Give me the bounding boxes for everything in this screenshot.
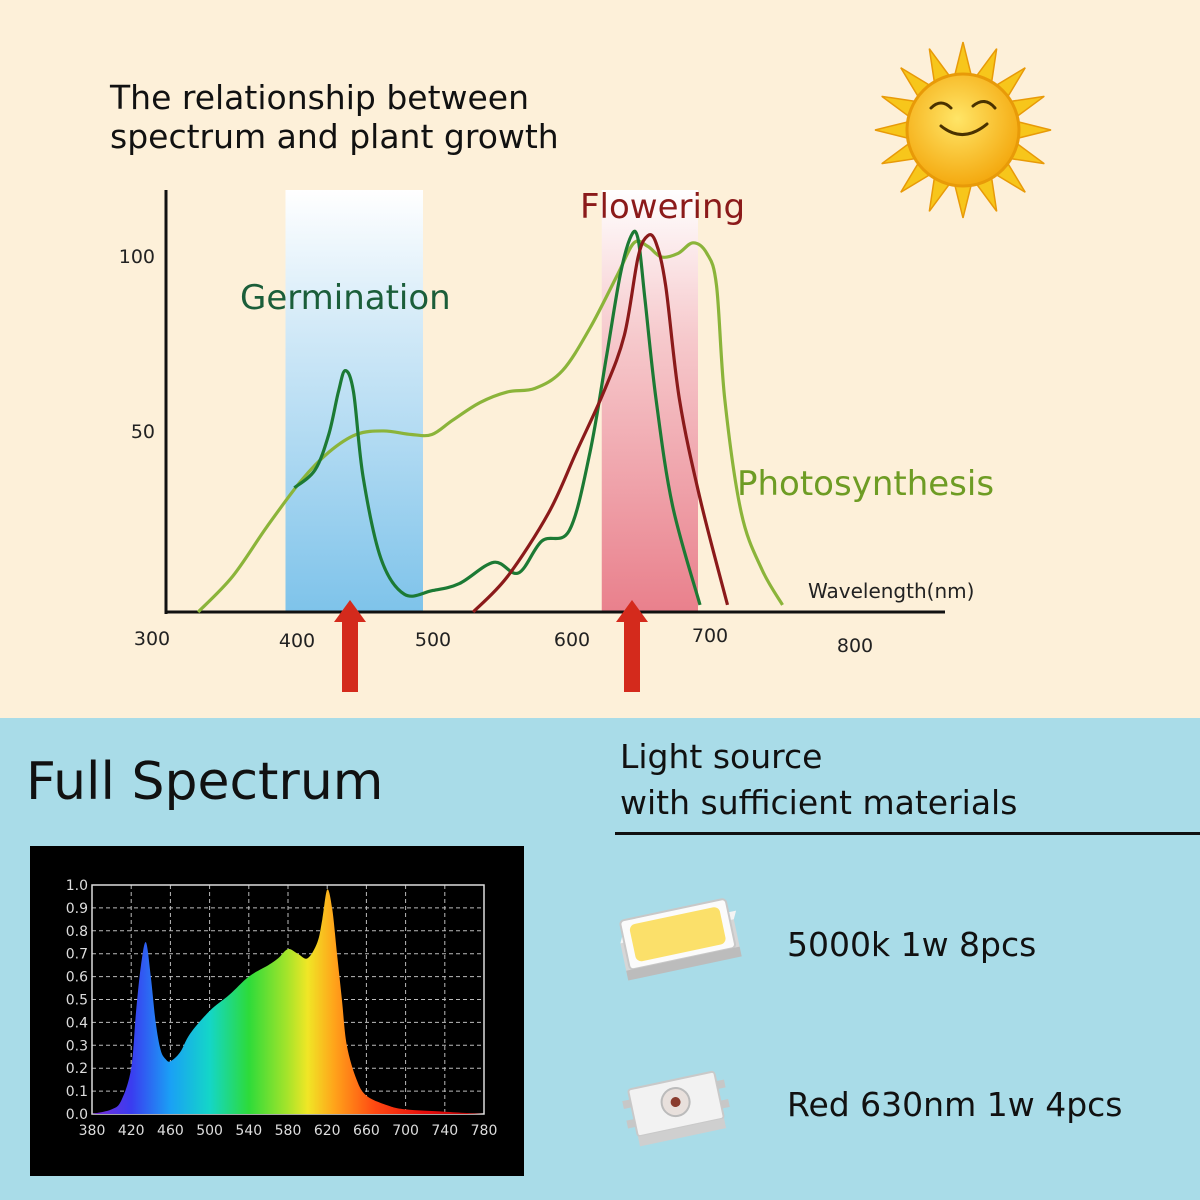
spectrum-x-tick: 420 (118, 1123, 145, 1139)
red-led-spec: Red 630nm 1w 4pcs (787, 1085, 1123, 1124)
spectrum-x-tick: 380 (79, 1123, 106, 1139)
x-tick-label: 800 (837, 635, 873, 657)
spectrum-x-tick: 460 (157, 1123, 184, 1139)
wavelength-arrow (616, 600, 648, 692)
spectrum-y-tick: 0.6 (66, 970, 88, 986)
white-led-spec: 5000k 1w 8pcs (787, 925, 1037, 964)
y-tick-label: 50 (131, 421, 155, 443)
light-source-heading-line1: Light source (620, 737, 823, 776)
phototropism-curve (471, 233, 730, 614)
x-axis-label: Wavelength(nm) (808, 579, 974, 603)
spectrum-y-tick: 0.2 (66, 1061, 88, 1077)
x-tick-label: 300 (134, 628, 170, 650)
spectrum-y-tick: 0.8 (66, 924, 88, 940)
spectrum-y-tick: 0.7 (66, 947, 88, 963)
heading-underline (615, 832, 1200, 835)
spectrum-y-tick: 0.1 (66, 1084, 88, 1100)
x-tick-label: 700 (692, 625, 728, 647)
light-source-heading-line2: with sufficient materials (620, 783, 1018, 822)
spectrum-y-tick: 0.4 (66, 1015, 88, 1031)
y-tick-label: 100 (119, 246, 155, 268)
spectrum-y-tick: 0.0 (66, 1107, 88, 1123)
spectrum-x-tick: 740 (431, 1123, 458, 1139)
spectrum-x-tick: 540 (235, 1123, 262, 1139)
x-tick-label: 600 (554, 629, 590, 651)
spectrum-y-tick: 0.3 (66, 1038, 88, 1054)
photosynthesis-curve (196, 239, 784, 614)
spectrum-x-tick: 700 (392, 1123, 419, 1139)
spectrum-y-tick: 0.9 (66, 901, 88, 917)
x-tick-label: 500 (415, 629, 451, 651)
spectrum-y-tick: 0.5 (66, 993, 88, 1009)
annotation-germination: Germination (240, 278, 451, 318)
spectrum-x-tick: 660 (353, 1123, 380, 1139)
spectrum-y-tick: 1.0 (66, 878, 88, 894)
full-spectrum-title: Full Spectrum (26, 752, 384, 812)
plant-growth-chart: 300 400 500 600 700 800 50 100 Wavelength(nm) Ger… (119, 41, 1052, 692)
x-tick-label: 400 (279, 630, 315, 652)
spectrum-area (92, 889, 484, 1114)
spectrum-x-tick: 780 (471, 1123, 498, 1139)
annotation-flowering: Flowering (580, 187, 745, 227)
chart-title-line1: The relationship between (110, 78, 530, 117)
spectrum-x-tick: 580 (275, 1123, 302, 1139)
spectrum-x-tick: 620 (314, 1123, 341, 1139)
chart-title-line2: spectrum and plant growth (110, 117, 559, 156)
spectrum-x-tick: 500 (196, 1123, 223, 1139)
annotation-photosynthesis: Photosynthesis (737, 464, 994, 504)
sun-icon (874, 41, 1052, 219)
chlorophyll-curve (293, 229, 702, 606)
wavelength-arrow (334, 600, 366, 692)
